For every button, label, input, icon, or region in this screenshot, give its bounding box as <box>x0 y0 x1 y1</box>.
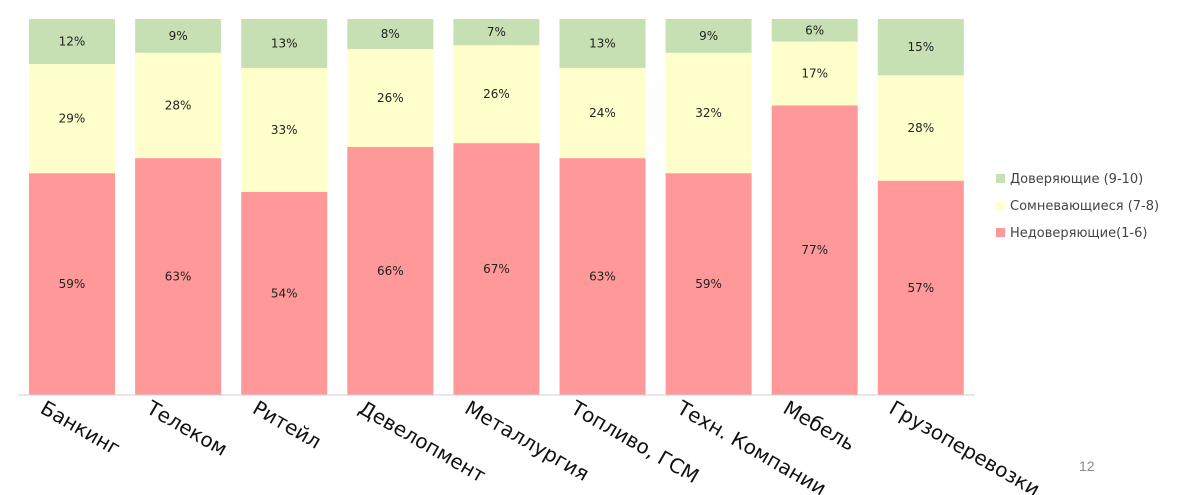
data-label: 28% <box>165 99 192 113</box>
bar-segment <box>665 52 752 174</box>
bar-segment <box>771 41 858 106</box>
bar-segment <box>135 158 222 395</box>
data-label: 26% <box>377 91 404 105</box>
data-label: 29% <box>59 112 86 126</box>
legend: Доверяющие (9-10) Сомневающиеся (7-8) Недо… <box>996 172 1159 241</box>
bar-segment <box>877 19 964 76</box>
data-label: 26% <box>483 87 510 101</box>
bar-segment <box>241 67 328 192</box>
bar-segment <box>29 64 115 174</box>
data-label: 9% <box>169 29 188 43</box>
bar-segment <box>29 19 115 65</box>
bar-segment <box>665 19 752 53</box>
bar-segment <box>559 19 646 68</box>
data-label: 7% <box>487 25 506 39</box>
legend-swatch <box>996 228 1005 237</box>
legend-swatch <box>996 174 1005 183</box>
bar-segment <box>241 192 328 395</box>
category-labels-group: Банкинг Телеком Ритейл ДевелопментМеталлург… <box>37 395 1045 495</box>
data-label: 28% <box>907 121 934 135</box>
legend-label: Сомневающиеся (7-8) <box>1010 199 1159 214</box>
category-label: Ритейл <box>249 396 326 454</box>
data-label: 13% <box>271 36 298 50</box>
bar-segment <box>347 146 434 395</box>
bar-segment <box>347 19 434 50</box>
data-label: 57% <box>907 281 934 295</box>
category-label: Грузоперевозки <box>885 396 1044 495</box>
data-label: 13% <box>589 36 616 50</box>
data-label: 32% <box>695 106 722 120</box>
data-label: 54% <box>271 287 298 301</box>
data-label: 12% <box>59 35 86 49</box>
data-label: 15% <box>907 40 934 54</box>
data-label: 66% <box>377 264 404 278</box>
bar-segment <box>559 67 646 159</box>
data-label: 77% <box>801 243 828 257</box>
bar-segment <box>559 158 646 395</box>
data-label: 24% <box>589 106 616 120</box>
legend-label: Недоверяющие(1-6) <box>1010 226 1147 241</box>
bar-segment <box>135 52 222 159</box>
data-label: 63% <box>589 270 616 284</box>
data-label: 9% <box>699 29 718 43</box>
bar-segment <box>877 180 964 395</box>
data-label: 59% <box>59 277 86 291</box>
bars-group: 59% 29% 12% 63% 28% 9% 54% 33% 13% 66% 26% 8% 67% 26%… <box>29 19 964 395</box>
data-label: 17% <box>801 67 828 81</box>
legend-swatch <box>996 201 1005 210</box>
bar-segment <box>453 19 540 46</box>
legend-label: Доверяющие (9-10) <box>1010 172 1143 187</box>
data-label: 6% <box>805 23 824 37</box>
bar-segment <box>29 173 115 395</box>
bar-segment <box>453 45 540 144</box>
bar-segment <box>877 75 964 181</box>
data-label: 33% <box>271 123 298 137</box>
category-label: Банкинг <box>37 396 125 461</box>
bar-segment <box>665 173 752 395</box>
category-label: Телеком <box>142 395 232 461</box>
bar-segment <box>241 19 328 68</box>
bar-segment <box>135 19 222 53</box>
data-label: 67% <box>483 262 510 276</box>
bar-segment <box>771 19 858 42</box>
bar-segment <box>771 105 858 395</box>
data-label: 8% <box>381 27 400 41</box>
category-label: Мебель <box>779 396 859 456</box>
bar-segment <box>347 49 434 147</box>
bar-segment <box>453 143 540 395</box>
data-label: 63% <box>165 270 192 284</box>
page-number: 12 <box>1079 458 1095 474</box>
data-label: 59% <box>695 277 722 291</box>
